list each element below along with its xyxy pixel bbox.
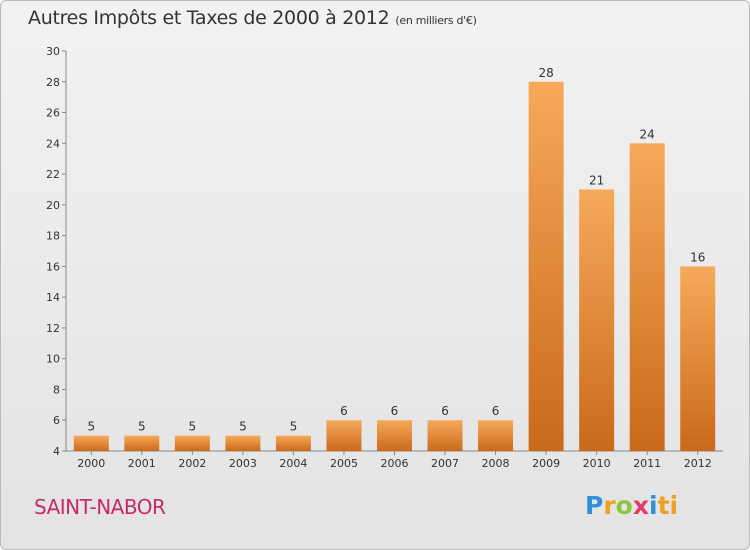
y-tick-label: 4 [53, 445, 60, 458]
x-tick-label-2002: 2002 [178, 457, 206, 470]
data-label-2007: 6 [441, 404, 449, 418]
x-tick-label-2010: 2010 [583, 457, 611, 470]
y-tick-label: 30 [46, 45, 60, 58]
y-tick-label: 14 [46, 291, 60, 304]
y-tick-label: 8 [53, 383, 60, 396]
bar-2006 [377, 420, 412, 451]
commune-name: SAINT-NABOR [34, 495, 166, 519]
x-tick-label-2004: 2004 [279, 457, 307, 470]
x-tick-label-2011: 2011 [633, 457, 661, 470]
y-tick-label: 16 [46, 260, 60, 273]
y-tick-label: 28 [46, 76, 60, 89]
bar-2003 [225, 435, 261, 451]
x-tick-label-2007: 2007 [431, 457, 459, 470]
y-tick-label: 12 [46, 322, 60, 335]
y-tick-label: 6 [53, 414, 60, 427]
x-tick-label-2003: 2003 [229, 457, 257, 470]
x-tick-label-2006: 2006 [381, 457, 409, 470]
y-tick-label: 20 [46, 199, 60, 212]
chart-title-text: Autres Impôts et Taxes de 2000 à 2012 [28, 7, 390, 29]
bar-2005 [326, 420, 362, 451]
chart-subtitle: (en milliers d'€) [395, 14, 477, 27]
bar-2010 [579, 189, 615, 451]
x-tick-label-2009: 2009 [532, 457, 560, 470]
x-tick-label-2001: 2001 [128, 457, 156, 470]
y-tick-label: 26 [46, 107, 60, 120]
bar-2011 [629, 143, 665, 452]
data-label-2006: 6 [391, 404, 399, 418]
proxiti-logo: Proxiti [585, 491, 679, 520]
bar-2008 [478, 420, 514, 451]
data-label-2009: 28 [538, 66, 553, 80]
data-label-2011: 24 [640, 127, 655, 141]
y-tick-label: 18 [46, 230, 60, 243]
data-label-2000: 5 [87, 420, 95, 434]
chart-title: Autres Impôts et Taxes de 2000 à 2012 (en… [28, 7, 477, 29]
bar-2000 [73, 435, 109, 451]
bar-2012 [680, 266, 716, 451]
bar-2004 [275, 435, 311, 451]
data-label-2012: 16 [690, 250, 705, 264]
data-label-2005: 6 [340, 404, 348, 418]
bar-2002 [174, 435, 210, 451]
y-tick-label: 22 [46, 168, 60, 181]
data-label-2008: 6 [492, 404, 500, 418]
x-tick-label-2008: 2008 [482, 457, 510, 470]
x-tick-label-2005: 2005 [330, 457, 358, 470]
y-tick-label: 10 [46, 353, 60, 366]
bar-2007 [427, 420, 463, 451]
data-label-2010: 21 [589, 173, 604, 187]
bar-2009 [528, 81, 564, 452]
x-tick-label-2012: 2012 [684, 457, 712, 470]
data-label-2004: 5 [290, 420, 298, 434]
x-tick-label-2000: 2000 [77, 457, 105, 470]
data-label-2001: 5 [138, 420, 146, 434]
y-tick-label: 24 [46, 137, 60, 150]
bar-2001 [124, 435, 160, 451]
data-label-2002: 5 [189, 420, 197, 434]
data-label-2003: 5 [239, 420, 247, 434]
